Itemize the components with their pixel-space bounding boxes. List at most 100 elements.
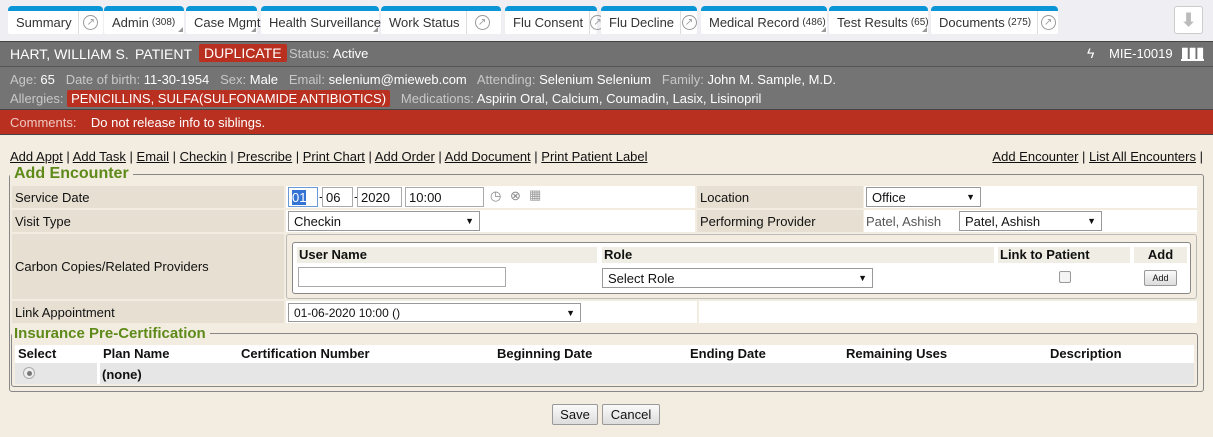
age: 65 (40, 72, 55, 87)
ins-header-begin: Beginning Date (497, 346, 682, 361)
tab-test-results[interactable]: Test Results (65) (829, 6, 929, 34)
user-name-input[interactable] (298, 267, 506, 287)
location-select[interactable]: Office (866, 187, 981, 207)
add-order-link[interactable]: Add Order (374, 149, 435, 164)
tab-summary[interactable]: Summary ↗ (8, 6, 103, 34)
cc-header-add: Add (1134, 247, 1187, 263)
patient-header: HART, WILLIAM S. PATIENT DUPLICATE Statu… (0, 41, 1213, 66)
location-value: Office (872, 189, 906, 205)
email-link[interactable]: Email (136, 149, 170, 164)
action-links: Add Appt | Add Task | Email | Checkin | … (10, 149, 648, 164)
location-label: Location (697, 186, 863, 208)
tab-admin[interactable]: Admin (308) (104, 6, 184, 34)
day-input[interactable]: 06 (322, 187, 353, 207)
tab-health-surveillance[interactable]: Health Surveillance (261, 6, 381, 34)
year-input[interactable]: 2020 (357, 187, 402, 207)
dob: 11-30-1954 (143, 72, 210, 87)
popout-icon[interactable]: ↗ (465, 11, 498, 34)
comments-bar: Comments: Do not release info to sibling… (0, 109, 1213, 135)
lightning-icon[interactable]: ϟ (1087, 45, 1095, 61)
role-select[interactable]: Select Role (602, 268, 873, 288)
comments-label: Comments: (10, 115, 77, 130)
menu-corner-icon (373, 27, 378, 32)
list-all-encounters-link[interactable]: List All Encounters (1089, 149, 1196, 164)
prescribe-link[interactable]: Prescribe (237, 149, 293, 164)
provider-select[interactable]: Patel, Ashish (959, 211, 1102, 231)
tab-bar: Summary ↗ Admin (308) Case Mgmt Health Sur… (0, 0, 1213, 41)
tab-flu-decline[interactable]: Flu Decline ↗ (601, 6, 697, 34)
popout-icon[interactable]: ↗ (77, 11, 103, 34)
menu-corner-icon (922, 27, 927, 32)
print-chart-link[interactable]: Print Chart (302, 149, 365, 164)
service-date-label: Service Date (12, 186, 284, 208)
link-to-patient-checkbox[interactable] (1059, 271, 1071, 283)
encounter-links: Add Encounter | List All Encounters | (992, 149, 1203, 164)
status-value: Active (333, 46, 369, 61)
month-value: 01 (292, 189, 307, 205)
tab-count: (275) (1007, 17, 1032, 28)
ins-header-description: Description (1050, 346, 1190, 361)
popout-icon[interactable]: ↗ (680, 11, 697, 34)
tab-documents[interactable]: Documents (275) ↗ (931, 6, 1058, 34)
ins-header-remaining: Remaining Uses (846, 346, 1046, 361)
medications-label: Medications: (400, 91, 474, 106)
menu-corner-icon (821, 27, 826, 32)
insurance-row (15, 363, 1194, 384)
add-appt-link[interactable]: Add Appt (10, 149, 63, 164)
link-appt-value: 01-06-2020 10:00 () (294, 305, 401, 320)
clear-icon[interactable]: ⊗ (510, 188, 521, 203)
calendar-icon[interactable]: ▦ (529, 187, 542, 202)
add-task-link[interactable]: Add Task (72, 149, 126, 164)
tab-case-mgmt[interactable]: Case Mgmt (186, 6, 260, 34)
tab-label: Flu Consent (513, 15, 584, 30)
save-button[interactable]: Save (552, 404, 598, 425)
print-patient-label-link[interactable]: Print Patient Label (541, 149, 648, 164)
arrow-down-icon[interactable]: ⬇ (1174, 6, 1203, 34)
duplicate-badge: DUPLICATE (199, 44, 287, 62)
tab-count: (308) (151, 17, 176, 28)
checkin-link[interactable]: Checkin (179, 149, 227, 164)
family-label: Family: (661, 72, 704, 87)
provider-text: Patel, Ashish (866, 214, 942, 229)
dob-label: Date of birth: (65, 72, 141, 87)
insurance-radio[interactable] (23, 367, 35, 379)
provider-value: Patel, Ashish (965, 213, 1041, 229)
time-input[interactable]: 10:00 (405, 187, 484, 207)
add-document-link[interactable]: Add Document (444, 149, 531, 164)
attending: Selenium Selenium (539, 72, 652, 87)
add-cc-button[interactable]: Add (1144, 270, 1177, 286)
tab-label: Summary (16, 15, 72, 30)
visit-type-value: Checkin (294, 213, 341, 229)
patient-name: HART, WILLIAM S. (10, 46, 129, 62)
link-appt-select[interactable]: 01-06-2020 10:00 () (288, 303, 581, 322)
clock-icon[interactable]: ◷ (490, 188, 502, 203)
tab-label: Test Results (837, 15, 908, 30)
month-input[interactable]: 01 (288, 187, 318, 207)
patient-id: MIE-10019 (1109, 46, 1173, 61)
row-divider (97, 363, 100, 384)
tab-medical-record[interactable]: Medical Record (486) (701, 6, 827, 34)
tab-flu-consent[interactable]: Flu Consent ↗ (505, 6, 606, 34)
tab-label: Flu Decline (609, 15, 675, 30)
sex: Male (249, 72, 278, 87)
visit-type-select[interactable]: Checkin (288, 211, 480, 231)
provider-label: Performing Provider (697, 210, 863, 232)
cancel-button[interactable]: Cancel (602, 404, 660, 425)
chart-icon[interactable]: ▮▮▮ (1181, 44, 1205, 61)
age-label: Age: (10, 72, 37, 87)
email: selenium@mieweb.com (328, 72, 467, 87)
popout-icon[interactable]: ↗ (1037, 11, 1058, 34)
cc-label: Carbon Copies/Related Providers (12, 234, 284, 299)
add-encounter-legend: Add Encounter (14, 165, 129, 182)
menu-corner-icon (251, 27, 256, 32)
cc-header-user: User Name (297, 247, 597, 263)
tab-label: Admin (112, 15, 149, 30)
tab-work-status[interactable]: Work Status ↗ (381, 6, 501, 34)
plan-name: (none) (102, 367, 142, 382)
comments: Do not release info to siblings. (90, 115, 266, 130)
insurance-fieldset: Insurance Pre-Certification (11, 325, 1198, 387)
add-encounter-link[interactable]: Add Encounter (992, 149, 1079, 164)
cc-header-link: Link to Patient (998, 247, 1130, 263)
tab-label: Medical Record (709, 15, 800, 30)
status-label: Status: (289, 46, 330, 61)
